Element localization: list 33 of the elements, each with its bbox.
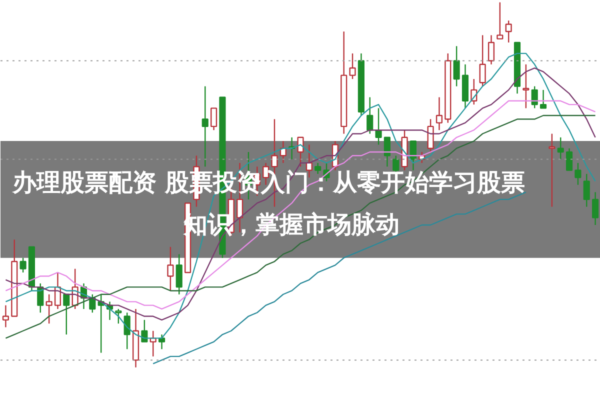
candlestick <box>202 86 208 168</box>
candlestick <box>453 46 460 87</box>
candlestick <box>115 308 122 324</box>
candlestick <box>583 173 590 208</box>
candlestick <box>20 257 26 274</box>
candlestick <box>375 108 382 146</box>
candlestick <box>522 64 530 109</box>
candlestick <box>436 96 443 131</box>
candlestick <box>427 118 434 153</box>
candlestick <box>306 144 312 178</box>
candlestick <box>63 294 70 336</box>
candlestick <box>349 52 356 80</box>
candlestick <box>167 246 174 292</box>
candlestick <box>557 136 564 160</box>
candlestick <box>540 89 547 109</box>
candlestick <box>496 2 504 40</box>
candlestick <box>297 136 304 168</box>
candlestick <box>566 148 573 171</box>
candlestick <box>176 254 182 295</box>
candlestick <box>548 133 556 208</box>
candlestick <box>46 294 52 324</box>
candlestick <box>384 136 390 168</box>
candlestick <box>505 20 512 44</box>
candlestick <box>531 86 538 109</box>
candlestick <box>410 140 417 171</box>
candlestick <box>366 96 374 134</box>
candlestick <box>592 192 599 226</box>
candlestick <box>479 34 486 87</box>
candlestick <box>2 304 9 328</box>
candlestick <box>210 108 218 131</box>
candlestick <box>574 162 582 186</box>
candlestick <box>488 34 495 65</box>
candlestick <box>124 312 130 350</box>
